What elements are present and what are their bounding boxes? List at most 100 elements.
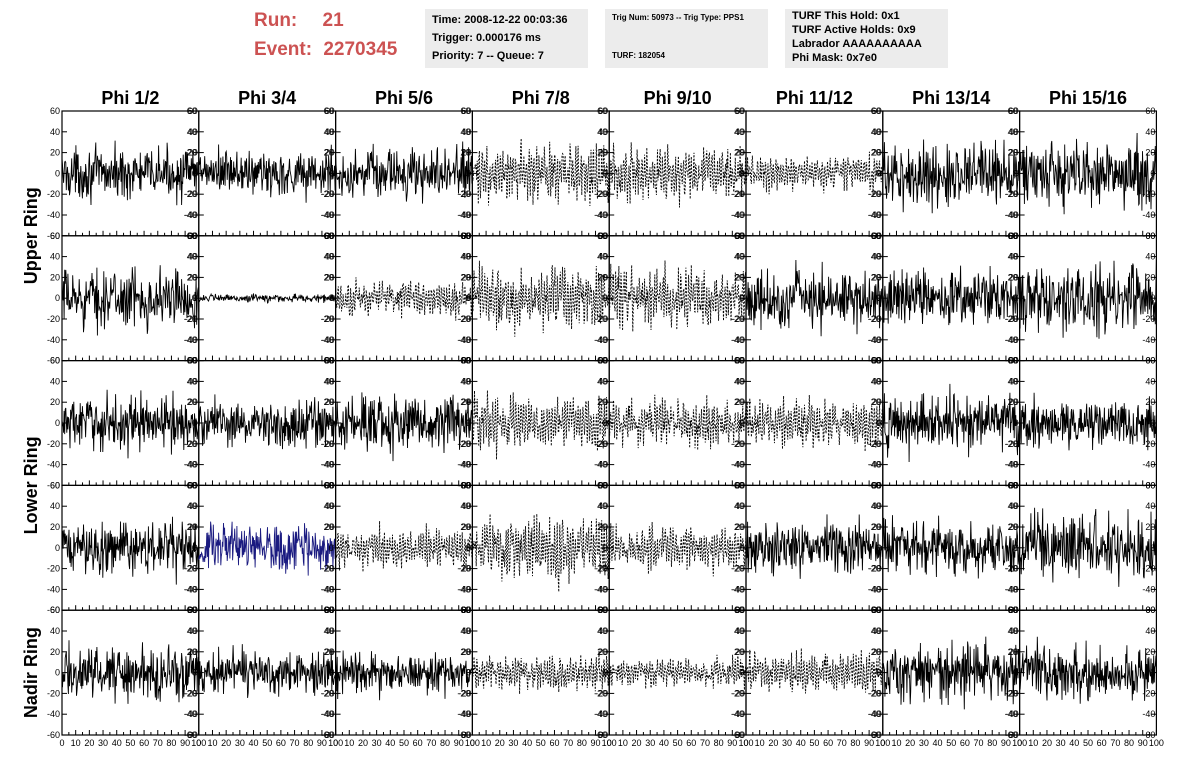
x-tick-label: 100 — [465, 738, 480, 748]
y-tick-label: 60 — [461, 106, 471, 116]
y-tick-label: 20 — [871, 522, 881, 532]
y-tick-label: 40 — [598, 127, 608, 137]
y-tick-label: 20 — [460, 397, 470, 407]
waveform-trace — [1019, 507, 1157, 587]
y-tick-label: 20 — [1009, 148, 1019, 158]
turf-active-text: TURF Active Holds: 0x9 — [792, 24, 916, 36]
y-tick-label: -20 — [731, 688, 744, 698]
y-tick-label: -40 — [1142, 335, 1155, 345]
x-tick-label: 20 — [632, 738, 642, 748]
y-tick-label: 20 — [734, 148, 744, 158]
y-tick-label: 20 — [460, 647, 470, 657]
y-tick-label: 40 — [460, 252, 470, 262]
y-tick-label: -40 — [458, 709, 471, 719]
y-tick-label: 0 — [55, 418, 60, 428]
y-tick-label: 20 — [461, 148, 471, 158]
waveform-trace — [882, 515, 1021, 579]
y-tick-label: -40 — [1005, 210, 1018, 220]
waveform-trace — [198, 394, 337, 450]
waveform-trace — [745, 259, 884, 337]
y-tick-label: -40 — [595, 709, 608, 719]
y-tick-label: -40 — [594, 210, 607, 220]
y-tick-label: 60 — [188, 356, 198, 366]
y-tick-label: 20 — [872, 148, 882, 158]
y-tick-label: 60 — [598, 231, 608, 241]
y-tick-label: 60 — [734, 480, 744, 490]
x-tick-label: 80 — [1124, 738, 1134, 748]
waveform-trace — [882, 265, 1021, 326]
y-tick-label: 40 — [597, 501, 607, 511]
y-tick-label: 20 — [597, 522, 607, 532]
y-tick-label: 0 — [603, 168, 608, 178]
y-tick-label: 0 — [877, 168, 882, 178]
y-tick-label: -20 — [321, 314, 334, 324]
y-tick-label: -40 — [185, 584, 198, 594]
y-tick-label: -40 — [595, 584, 608, 594]
waveform-trace — [198, 521, 337, 576]
y-tick-label: -40 — [185, 709, 198, 719]
y-tick-label: -60 — [1006, 730, 1019, 740]
y-tick-label: 40 — [597, 127, 607, 137]
y-tick-label: 60 — [598, 480, 608, 490]
y-tick-label: -20 — [1005, 564, 1018, 574]
y-tick-label: 40 — [871, 626, 881, 636]
y-tick-label: 20 — [461, 272, 471, 282]
x-tick-label: 10 — [891, 738, 901, 748]
y-tick-label: 40 — [460, 501, 470, 511]
x-tick-label: 90 — [454, 738, 464, 748]
y-tick-label: -20 — [868, 564, 881, 574]
turf-text: TURF: 182054 — [612, 51, 665, 60]
x-tick-label: 50 — [125, 738, 135, 748]
y-tick-label: -60 — [1005, 730, 1018, 740]
y-tick-label: 0 — [329, 543, 334, 553]
y-tick-label: -60 — [868, 730, 881, 740]
y-tick-label: 40 — [598, 252, 608, 262]
y-tick-label: 20 — [1008, 397, 1018, 407]
y-tick-label: 40 — [324, 501, 334, 511]
y-tick-label: 20 — [187, 397, 197, 407]
waveform-trace — [471, 138, 610, 207]
y-tick-label: 0 — [739, 543, 744, 553]
x-tick-label: 100 — [1012, 738, 1027, 748]
y-tick-label: 60 — [1008, 480, 1018, 490]
y-tick-label: 20 — [598, 522, 608, 532]
y-tick-label: 40 — [597, 626, 607, 636]
x-tick-label: 100 — [875, 738, 890, 748]
y-tick-label: -20 — [458, 314, 471, 324]
x-tick-label: 60 — [413, 738, 423, 748]
x-tick-label: 20 — [358, 738, 368, 748]
y-tick-label: -20 — [322, 439, 335, 449]
waveform-trace — [608, 260, 747, 332]
y-tick-label: -40 — [322, 460, 335, 470]
y-tick-label: 60 — [325, 356, 335, 366]
y-tick-label: 40 — [50, 127, 60, 137]
event-number: Event: 2270345 — [254, 39, 397, 61]
y-tick-label: -20 — [457, 564, 470, 574]
y-tick-label: -40 — [594, 460, 607, 470]
y-tick-label: 20 — [598, 647, 608, 657]
y-tick-label: 0 — [739, 668, 744, 678]
y-tick-label: 40 — [871, 376, 881, 386]
x-tick-label: 90 — [180, 738, 190, 748]
y-tick-label: -40 — [1142, 584, 1155, 594]
x-tick-label: 10 — [207, 738, 217, 748]
y-tick-label: -20 — [732, 314, 745, 324]
column-title: Phi 13/14 — [912, 88, 990, 108]
y-tick-label: -40 — [1005, 709, 1018, 719]
x-tick-label: 10 — [481, 738, 491, 748]
y-tick-label: -40 — [1005, 584, 1018, 594]
x-tick-label: 80 — [303, 738, 313, 748]
waveform-trace — [335, 277, 473, 321]
x-tick-label: 20 — [495, 738, 505, 748]
y-tick-label: 20 — [734, 647, 744, 657]
y-tick-label: 60 — [597, 605, 607, 615]
y-tick-label: 60 — [188, 106, 198, 116]
y-tick-label: -20 — [1005, 439, 1018, 449]
run-label: Run: — [254, 10, 298, 31]
y-tick-label: 0 — [465, 543, 470, 553]
y-tick-label: -40 — [732, 335, 745, 345]
x-tick-label: 0 — [333, 738, 338, 748]
event-header: Run: 21 Event: 2270345 Time: 2008-12-22 … — [0, 0, 1196, 80]
y-tick-label: -40 — [47, 335, 60, 345]
y-tick-label: 60 — [1009, 605, 1019, 615]
